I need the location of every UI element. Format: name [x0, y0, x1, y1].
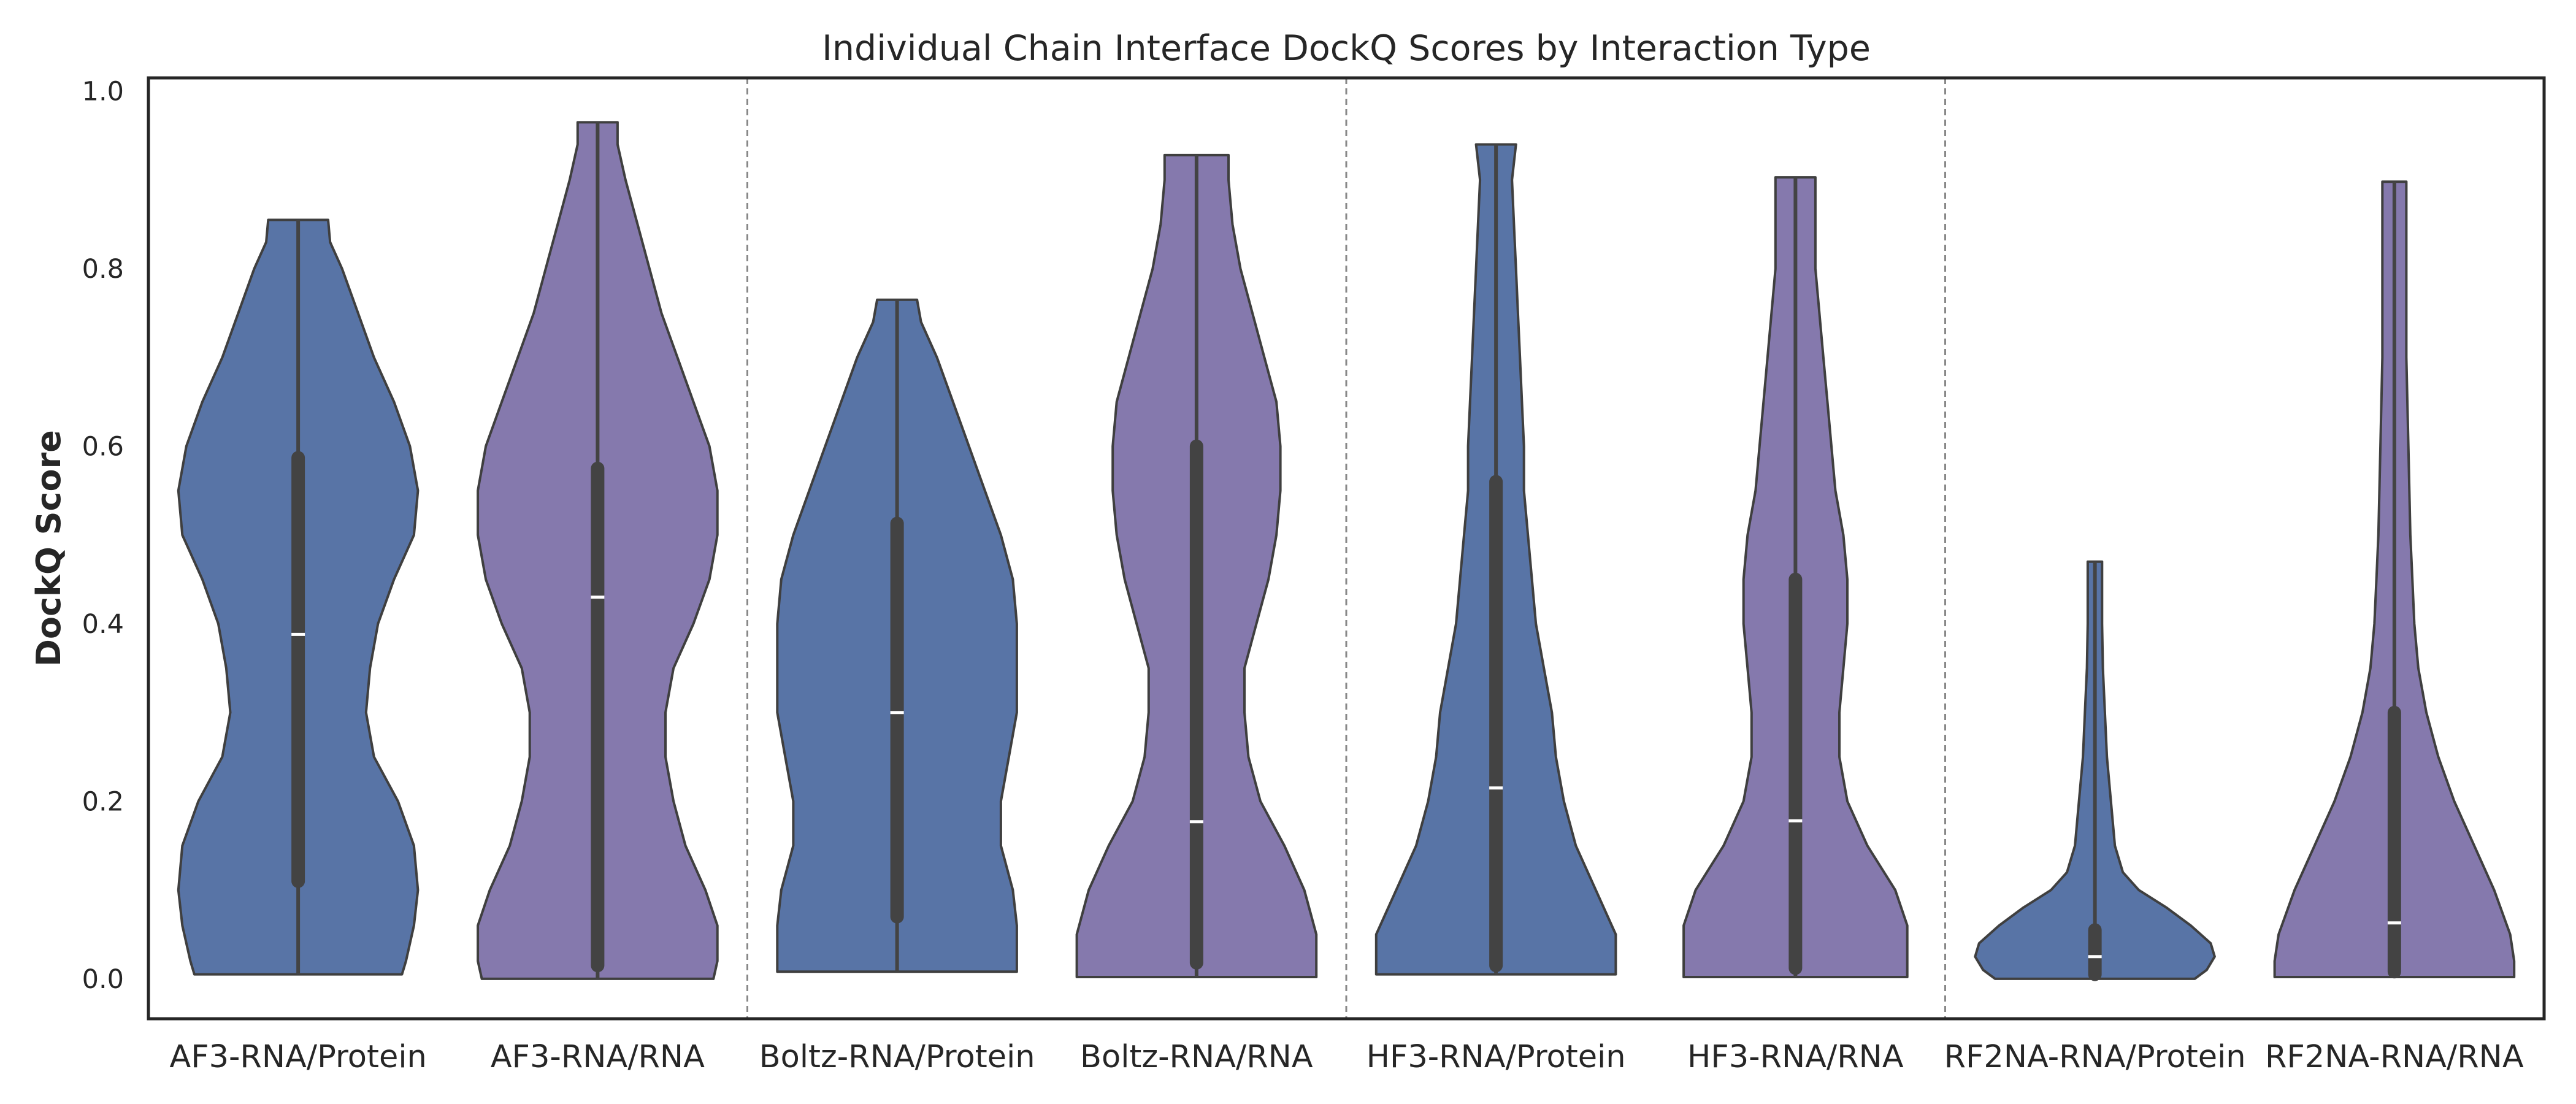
y-tick-label: 0.2: [82, 786, 124, 817]
y-tick-label: 0.8: [82, 254, 124, 285]
y-axis-label: DockQ Score: [29, 430, 68, 667]
y-tick-label: 0.4: [82, 609, 124, 640]
x-tick-label: HF3-RNA/Protein: [1367, 1039, 1626, 1075]
x-tick-label: AF3-RNA/RNA: [491, 1039, 705, 1075]
x-tick-label: Boltz-RNA/RNA: [1080, 1039, 1313, 1075]
group-separators: [746, 78, 1946, 1019]
y-tick-label: 1.0: [82, 77, 124, 107]
x-axis-ticks: AF3-RNA/Protein AF3-RNA/RNA Boltz-RNA/Prot…: [169, 1039, 2523, 1075]
y-tick-label: 0.0: [82, 964, 124, 995]
plot-frame: [147, 76, 2546, 1021]
x-tick-label: AF3-RNA/Protein: [169, 1039, 427, 1075]
y-tick-label: 0.6: [82, 432, 124, 462]
y-axis-ticks: 0.0 0.2 0.4 0.6 0.8 1.0: [82, 77, 124, 995]
x-tick-label: HF3-RNA/RNA: [1687, 1039, 1904, 1075]
x-tick-label: RF2NA-RNA/Protein: [1944, 1039, 2246, 1075]
x-tick-label: Boltz-RNA/Protein: [759, 1039, 1035, 1075]
x-tick-label: RF2NA-RNA/RNA: [2265, 1039, 2524, 1075]
chart-title: Individual Chain Interface DockQ Scores …: [822, 28, 1871, 69]
violins-layer: [177, 121, 2516, 981]
